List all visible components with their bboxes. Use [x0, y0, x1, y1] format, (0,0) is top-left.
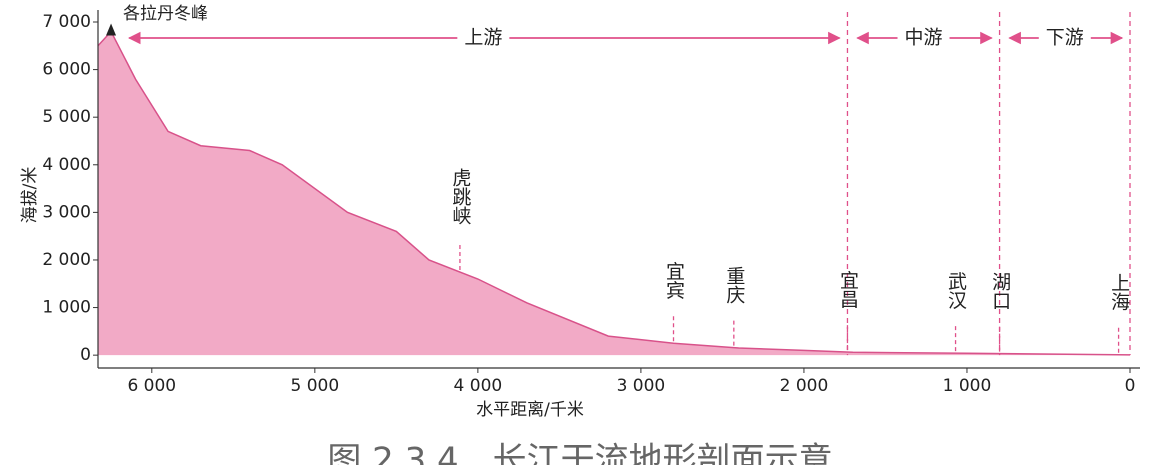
annotation-label: 武汉 [945, 271, 967, 309]
peak-label: 各拉丹冬峰 [123, 4, 208, 24]
section-label-bg [1038, 27, 1091, 49]
section-label: 中游 [905, 27, 943, 49]
annotation-label: 重庆 [723, 265, 745, 303]
annotation-label: 上海 [1108, 273, 1130, 311]
section-label-bg [897, 27, 950, 49]
annotation-label: 湖口 [989, 271, 1011, 309]
y-tick-label: 4 000 [42, 155, 91, 175]
y-tick-label: 2 000 [42, 250, 91, 270]
caption: 图 2.3.4 长江干流地形剖面示意 [327, 441, 832, 465]
x-axis-label: 水平距离/千米 [476, 400, 584, 420]
section-label: 上游 [464, 27, 502, 49]
y-tick-label: 3 000 [42, 202, 91, 222]
area [98, 31, 1130, 356]
section-label-bg [457, 27, 510, 49]
x-tick-label: 2 000 [780, 376, 829, 396]
x-tick-label: 0 [1125, 376, 1136, 396]
y-tick-label: 7 000 [42, 12, 91, 32]
x-tick-label: 5 000 [290, 376, 339, 396]
x-tick-label: 3 000 [617, 376, 666, 396]
annotation-label: 宜宾 [663, 261, 685, 299]
section-label: 下游 [1046, 27, 1084, 49]
area-line [97, 30, 1131, 356]
y-tick-label: 0 [80, 345, 91, 365]
peak-marker [106, 23, 117, 36]
annotation-label: 虎跳峡 [449, 168, 471, 225]
y-tick-label: 1 000 [42, 298, 91, 318]
y-tick-label: 5 000 [42, 107, 91, 127]
y-tick-label: 6 000 [42, 60, 91, 80]
y-axis-label: 海拔/米 [20, 167, 40, 224]
annotation-label: 宜昌 [837, 270, 859, 308]
x-tick-label: 4 000 [454, 376, 503, 396]
x-tick-label: 1 000 [943, 376, 992, 396]
x-tick-label: 6 000 [127, 376, 176, 396]
